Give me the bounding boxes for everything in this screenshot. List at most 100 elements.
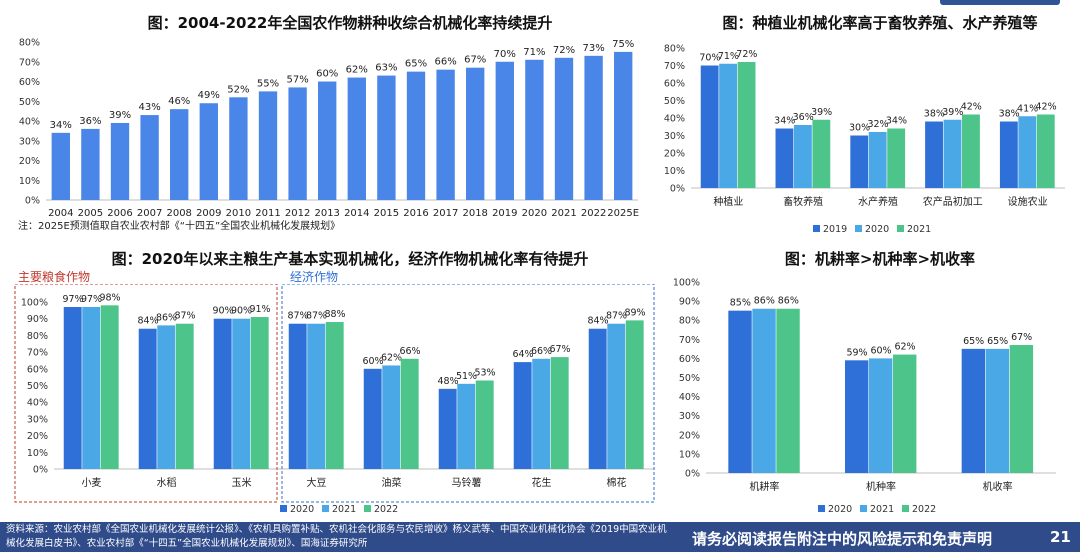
chart4-xtick: 机收率 bbox=[983, 480, 1013, 493]
chart1-bar bbox=[377, 75, 396, 200]
chart2-xtick: 畜牧养殖 bbox=[783, 195, 823, 208]
chart4-legend-swatch bbox=[818, 505, 825, 512]
chart3-value-label: 90% bbox=[231, 306, 252, 317]
chart2-value-label: 38% bbox=[999, 109, 1020, 120]
chart1-bar bbox=[466, 67, 485, 200]
chart3-ytick: 80% bbox=[27, 331, 48, 342]
chart1-bar bbox=[554, 57, 574, 200]
chart4-xtick: 机种率 bbox=[866, 480, 896, 493]
chart4-value-label: 65% bbox=[987, 336, 1008, 347]
chart1-ytick: 10% bbox=[19, 176, 40, 187]
chart2-svg: 0%10%20%30%40%50%60%70%80%70%71%72%种植业34… bbox=[664, 44, 1065, 235]
chart3-bar-2020 bbox=[288, 323, 307, 469]
chart1-value-label: 46% bbox=[168, 96, 190, 107]
chart4-bar-2022 bbox=[1009, 345, 1034, 473]
chart2-ytick: 40% bbox=[664, 114, 685, 125]
chart2-bar-2020 bbox=[943, 119, 962, 188]
chart2-bar-2021 bbox=[1036, 114, 1055, 188]
chart1-value-label: 43% bbox=[138, 102, 160, 113]
chart3-value-label: 66% bbox=[399, 346, 420, 357]
chart2-xtick: 种植业 bbox=[713, 195, 743, 208]
chart1-value-label: 70% bbox=[494, 49, 516, 60]
chart3-bar-2022 bbox=[550, 357, 569, 469]
chart2-value-label: 30% bbox=[849, 123, 870, 134]
chart3-bar-2021 bbox=[457, 383, 476, 469]
chart1-xtick: 2019 bbox=[492, 208, 517, 218]
chart3-value-label: 87% bbox=[306, 311, 327, 322]
chart2-legend-swatch bbox=[813, 225, 820, 232]
chart3-legend-label: 2022 bbox=[374, 504, 398, 515]
chart2-value-label: 39% bbox=[811, 107, 832, 118]
chart4-ytick: 10% bbox=[679, 449, 700, 460]
chart1-xtick: 2012 bbox=[285, 208, 310, 218]
chart3-value-label: 98% bbox=[99, 292, 120, 303]
chart3-xtick: 马铃薯 bbox=[452, 476, 482, 489]
chart1-value-label: 71% bbox=[523, 47, 545, 58]
chart1-bar bbox=[318, 81, 337, 200]
chart2-ytick: 80% bbox=[664, 44, 685, 55]
chart3-bar-2020 bbox=[588, 328, 607, 469]
chart3-value-label: 53% bbox=[474, 367, 495, 378]
chart3-xtick: 大豆 bbox=[307, 476, 327, 489]
chart3-value-label: 97% bbox=[62, 294, 83, 305]
chart3-title: 图：2020年以来主粮生产基本实现机械化，经济作物机械化率有待提升 bbox=[111, 250, 589, 268]
chart3-value-label: 84% bbox=[587, 316, 608, 327]
chart1-bar bbox=[199, 103, 218, 200]
chart1-xtick: 2014 bbox=[344, 208, 369, 218]
chart2-legend-label: 2020 bbox=[865, 224, 889, 235]
chart1-bar bbox=[81, 128, 100, 200]
chart4-value-label: 59% bbox=[846, 347, 867, 358]
chart1-xtick: 2021 bbox=[551, 208, 576, 218]
chart4-ytick: 60% bbox=[679, 354, 700, 365]
chart3-bar-2020 bbox=[63, 307, 82, 469]
chart2-value-label: 41% bbox=[1017, 103, 1038, 114]
chart1-ytick: 70% bbox=[19, 57, 40, 68]
chart3-bar-2021 bbox=[157, 325, 176, 469]
chart2-xtick: 设施农业 bbox=[1008, 195, 1048, 208]
chart3-value-label: 66% bbox=[531, 346, 552, 357]
chart3-legend-swatch bbox=[280, 505, 287, 512]
chart3-bar-2021 bbox=[532, 358, 551, 469]
chart3-value-label: 48% bbox=[437, 376, 458, 387]
chart1-value-label: 75% bbox=[612, 39, 634, 50]
chart3-bar-2021 bbox=[382, 365, 401, 469]
chart2-legend-swatch bbox=[897, 225, 904, 232]
chart1-ytick: 50% bbox=[19, 97, 40, 108]
chart1-xtick: 2017 bbox=[433, 208, 458, 218]
chart1-xtick: 2006 bbox=[107, 208, 132, 218]
chart4-value-label: 86% bbox=[778, 296, 799, 307]
chart4-svg: 0%10%20%30%40%50%60%70%80%90%100%85% 86% 8… bbox=[673, 278, 1056, 515]
chart3-value-label: 87% bbox=[287, 311, 308, 322]
chart1-bar bbox=[495, 61, 514, 200]
chart1-xtick: 2008 bbox=[166, 208, 191, 218]
chart1-value-label: 39% bbox=[109, 110, 131, 121]
footer-bar: 资料来源：农业农村部《全国农业机械化发展统计公报》、《农机具购置补贴、农机社会化… bbox=[0, 522, 1080, 552]
chart1-xtick: 2007 bbox=[137, 208, 162, 218]
chart3-legend-swatch bbox=[322, 505, 329, 512]
chart1-note: 注：2025E预测值取自农业农村部《“十四五”全国农业机械化发展规划》 bbox=[18, 221, 341, 232]
chart4-value-label: 60% bbox=[870, 345, 891, 356]
chart1-xtick: 2009 bbox=[196, 208, 221, 218]
chart3-bar-2022 bbox=[250, 317, 269, 469]
chart3-xtick: 花生 bbox=[532, 476, 552, 489]
chart1-ytick: 80% bbox=[19, 38, 40, 49]
footer-disclaimer: 请务必阅读报告附注中的风险提示和免责声明 bbox=[692, 530, 993, 548]
chart3-bar-2022 bbox=[625, 320, 644, 469]
brand-strip bbox=[940, 0, 1060, 5]
chart3-value-label: 87% bbox=[174, 311, 195, 322]
chart3-bar-2021 bbox=[607, 323, 626, 469]
chart2-ytick: 30% bbox=[664, 131, 685, 142]
chart3-value-label: 67% bbox=[549, 344, 570, 355]
chart4-value-label: 85% bbox=[730, 298, 751, 309]
chart2-bar-2020 bbox=[868, 132, 887, 188]
chart2-value-label: 72% bbox=[736, 49, 757, 60]
chart4-legend-label: 2021 bbox=[870, 504, 894, 515]
chart3-bar-2022 bbox=[400, 358, 419, 469]
chart3-ytick: 100% bbox=[21, 298, 48, 309]
top-bar bbox=[0, 0, 1080, 8]
chart4-value-label: 86% bbox=[754, 296, 775, 307]
chart2-bar-2020 bbox=[719, 63, 738, 188]
chart3-bar-2022 bbox=[100, 305, 119, 469]
chart2-value-label: 34% bbox=[886, 116, 907, 127]
chart1-xtick: 2010 bbox=[226, 208, 251, 218]
